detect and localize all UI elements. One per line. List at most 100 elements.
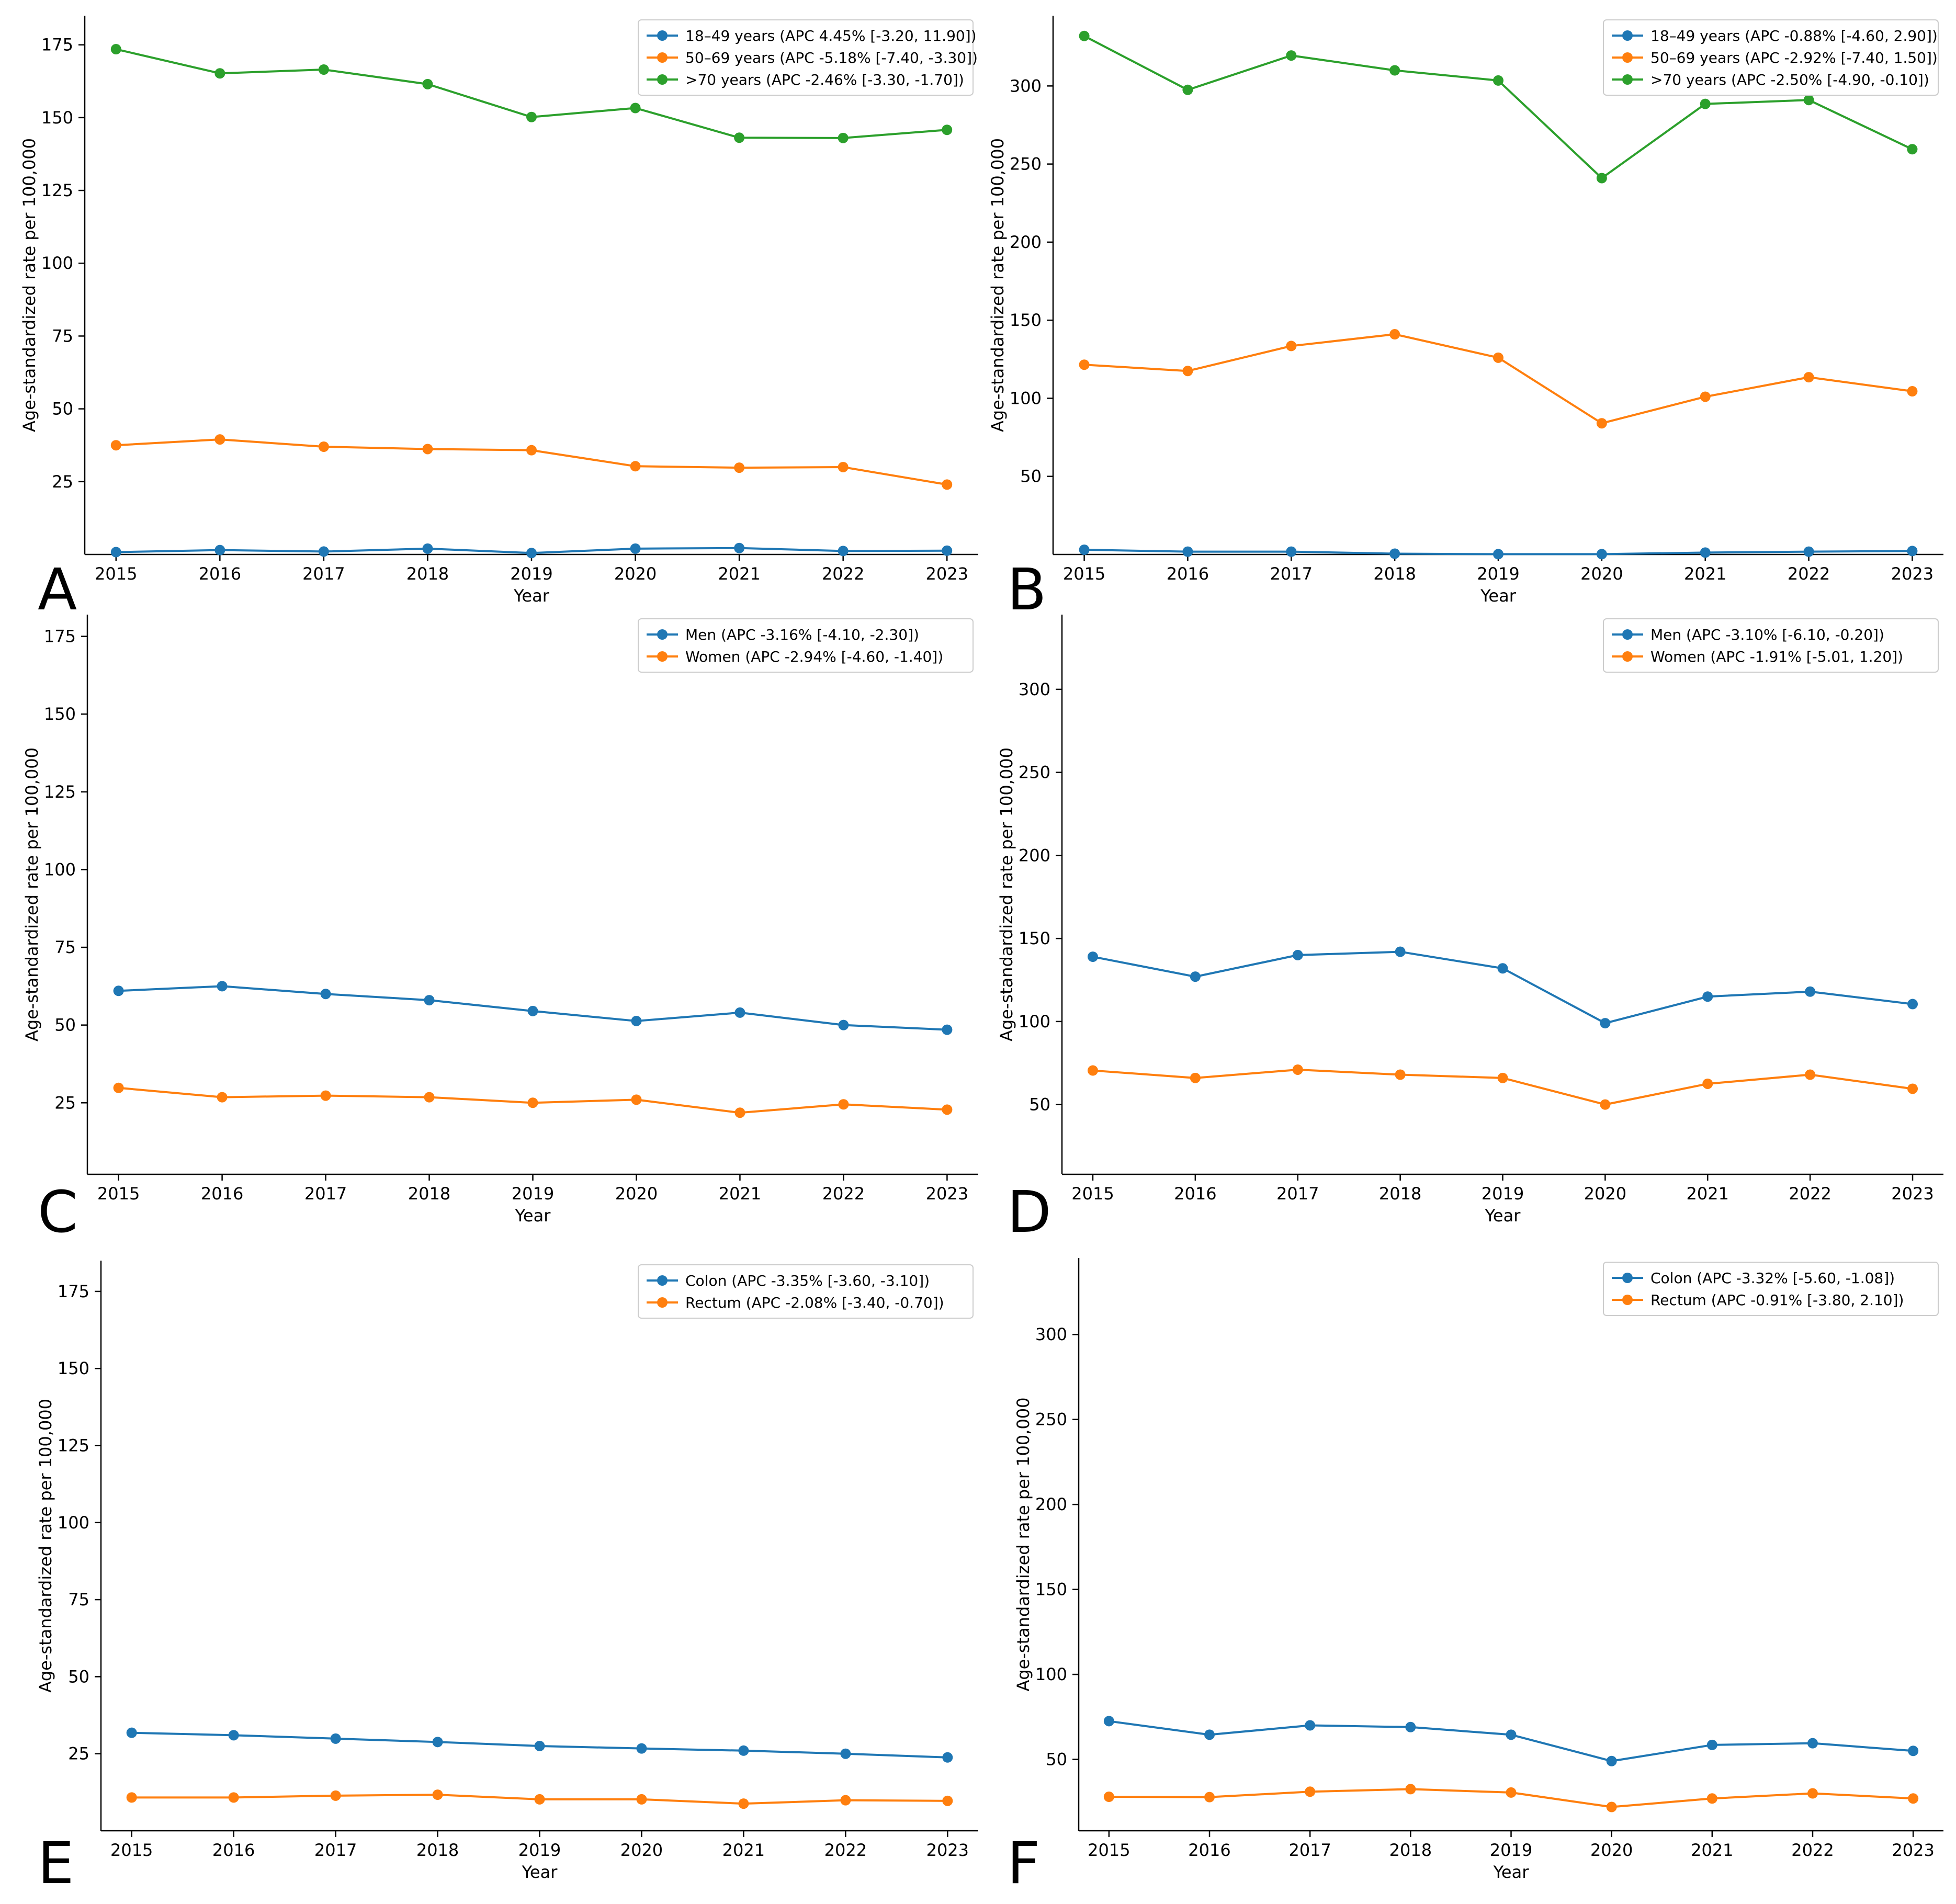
data-point (214, 434, 225, 445)
data-point (217, 981, 228, 992)
y-tick-label: 300 (1035, 1324, 1067, 1344)
data-point (734, 132, 745, 143)
data-point (734, 542, 745, 553)
data-point (1803, 372, 1814, 383)
data-point (1292, 1064, 1303, 1075)
data-point (838, 1019, 849, 1030)
x-tick-label: 2020 (615, 1184, 658, 1204)
data-point (1395, 1069, 1406, 1080)
data-point (1389, 65, 1400, 76)
data-point (1103, 1792, 1114, 1803)
y-tick-label: 75 (68, 1590, 89, 1610)
legend-entry: Colon (APC -3.35% [-3.60, -3.10]) (685, 1272, 930, 1289)
legend-entry: Women (APC -1.91% [-5.01, 1.20]) (1650, 648, 1903, 665)
legend-swatch-marker (1622, 74, 1633, 85)
x-tick-label: 2015 (1088, 1840, 1130, 1860)
x-tick-label: 2019 (510, 564, 552, 584)
x-tick-label: 2022 (1789, 1184, 1831, 1204)
x-axis-label: Year (513, 586, 550, 606)
legend-entry: Men (APC -3.10% [-6.10, -0.20]) (1650, 626, 1884, 643)
x-tick-label: 2022 (822, 564, 864, 584)
data-point (942, 1104, 953, 1115)
legend-swatch-marker (1622, 651, 1633, 662)
data-point (1907, 546, 1918, 557)
data-point (1079, 545, 1090, 556)
data-point (432, 1737, 443, 1748)
x-axis-label: Year (1480, 586, 1517, 606)
data-point (636, 1794, 647, 1805)
data-point (942, 545, 953, 556)
y-tick-label: 50 (68, 1667, 89, 1686)
data-point (1305, 1720, 1316, 1731)
data-point (1079, 359, 1090, 370)
data-point (330, 1790, 341, 1801)
x-axis-label: Year (1485, 1206, 1521, 1226)
x-tick-label: 2015 (1071, 1184, 1114, 1204)
data-point (1596, 418, 1607, 429)
panel-b: 2015 2016 2017 2018 2019 2020 2021 2022 2023 50 10… (988, 16, 1943, 623)
x-tick-label: 2022 (824, 1840, 867, 1860)
data-point (1405, 1721, 1416, 1732)
y-axis-label: Age-standardized rate per 100,000 (988, 138, 1008, 432)
data-point (631, 1094, 642, 1105)
data-point (942, 1752, 953, 1763)
data-point (1606, 1755, 1617, 1766)
y-tick-label: 250 (1019, 763, 1050, 783)
x-tick-label: 2021 (719, 1184, 761, 1204)
x-tick-label: 2018 (416, 1840, 459, 1860)
data-point (738, 1798, 749, 1809)
y-tick-label: 300 (1019, 679, 1050, 699)
panel-letter: F (1007, 1830, 1040, 1897)
legend-entry: Colon (APC -3.32% [-5.60, -1.08]) (1650, 1270, 1895, 1287)
data-point (318, 546, 329, 557)
legend-swatch-marker (1622, 629, 1633, 640)
panel-a: 2015 2016 2017 2018 2019 2020 2021 2022 2023 25 50… (19, 16, 978, 623)
data-point (432, 1789, 443, 1800)
data-point (838, 1099, 849, 1110)
x-tick-label: 2016 (199, 564, 241, 584)
data-point (1907, 1083, 1918, 1094)
legend-entry: >70 years (APC -2.46% [-3.30, -1.70]) (685, 71, 964, 88)
panel-letter: B (1007, 556, 1046, 623)
legend-swatch-marker (657, 651, 668, 662)
x-tick-label: 2018 (1389, 1840, 1432, 1860)
data-point (1087, 951, 1098, 962)
data-point (942, 479, 953, 490)
x-tick-label: 2019 (518, 1840, 561, 1860)
series-line-1 (1092, 950, 1913, 1025)
x-tick-label: 2018 (406, 564, 449, 584)
y-axis-label: Age-standardized rate per 100,000 (1013, 1397, 1033, 1691)
y-tick-label: 300 (1010, 76, 1042, 96)
x-tick-label: 2017 (304, 1184, 347, 1204)
data-point (734, 1007, 745, 1018)
data-point (840, 1748, 851, 1759)
data-point (1493, 75, 1503, 86)
data-point (1908, 1793, 1919, 1804)
series-line-2 (1084, 333, 1913, 425)
y-tick-label: 25 (52, 472, 73, 492)
y-tick-label: 50 (52, 399, 73, 419)
data-point (1182, 366, 1193, 377)
x-tick-label: 2017 (1288, 1840, 1331, 1860)
x-tick-label: 2023 (1891, 1184, 1934, 1204)
data-point (1405, 1784, 1416, 1795)
data-point (1389, 329, 1400, 340)
data-point (228, 1730, 239, 1741)
x-tick-label: 2022 (1788, 564, 1830, 584)
panel-f: 2015 2016 2017 2018 2019 2020 2021 2022 2023 50 10… (1007, 1258, 1943, 1897)
data-point (1079, 30, 1090, 41)
data-point (1190, 1072, 1201, 1083)
data-point (1506, 1787, 1517, 1798)
y-tick-label: 200 (1035, 1494, 1067, 1514)
legend-box (1603, 1262, 1939, 1316)
legend-entry: 18–49 years (APC 4.45% [-3.20, 11.90]) (685, 27, 977, 44)
y-tick-label: 100 (1035, 1664, 1067, 1684)
y-tick-label: 100 (58, 1513, 89, 1533)
x-tick-label: 2020 (1580, 564, 1623, 584)
y-axis-label: Age-standardized rate per 100,000 (36, 1399, 55, 1693)
data-point (942, 1795, 953, 1806)
x-tick-label: 2016 (1167, 564, 1209, 584)
legend-entry: >70 years (APC -2.50% [-4.90, -0.10]) (1650, 71, 1929, 88)
data-point (1389, 548, 1400, 559)
y-axis-label: Age-standardized rate per 100,000 (19, 138, 39, 432)
